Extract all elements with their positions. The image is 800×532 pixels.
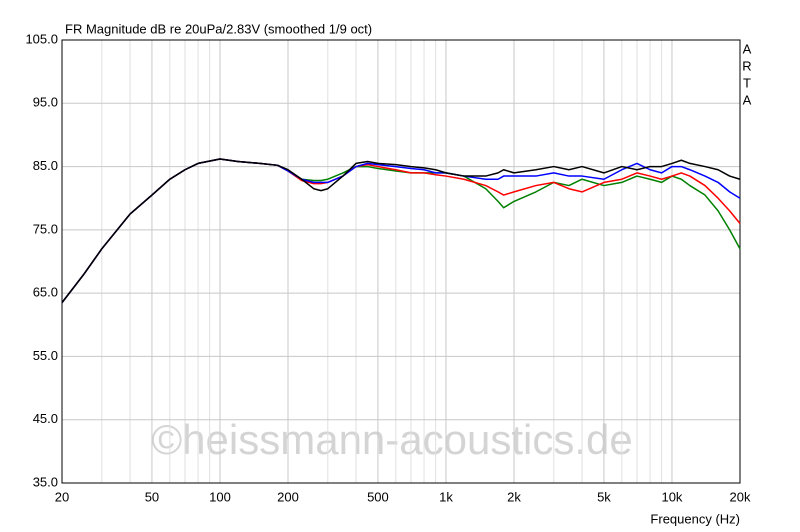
side-label: R <box>742 58 751 73</box>
chart-title: FR Magnitude dB re 20uPa/2.83V (smoothed… <box>65 21 372 36</box>
x-tick-label: 100 <box>209 489 231 504</box>
x-tick-label: 50 <box>145 489 159 504</box>
side-label: T <box>743 75 751 90</box>
side-label: A <box>743 41 752 56</box>
side-label: A <box>743 92 752 107</box>
x-tick-label: 20 <box>55 489 69 504</box>
y-tick-label: 95.0 <box>33 95 58 110</box>
plot-frame <box>61 39 741 484</box>
series-line <box>61 158 741 304</box>
x-tick-label: 500 <box>367 489 389 504</box>
x-tick-label: 20k <box>730 489 751 504</box>
y-tick-label: 75.0 <box>33 221 58 236</box>
y-tick-label: 45.0 <box>33 411 58 426</box>
x-tick-label: 200 <box>277 489 299 504</box>
series-line <box>61 158 741 304</box>
x-axis-label: Frequency (Hz) <box>650 511 740 526</box>
x-tick-label: 2k <box>507 489 521 504</box>
series-line <box>61 158 741 304</box>
y-tick-label: 105.0 <box>25 31 58 46</box>
x-tick-label: 5k <box>597 489 611 504</box>
x-tick-label: 10k <box>661 489 682 504</box>
series-line <box>61 158 741 304</box>
y-tick-label: 55.0 <box>33 348 58 363</box>
y-tick-label: 65.0 <box>33 285 58 300</box>
y-tick-label: 85.0 <box>33 158 58 173</box>
watermark: ©heissmann-acoustics.de <box>151 416 633 463</box>
y-tick-label: 35.0 <box>33 474 58 489</box>
x-tick-label: 1k <box>439 489 453 504</box>
